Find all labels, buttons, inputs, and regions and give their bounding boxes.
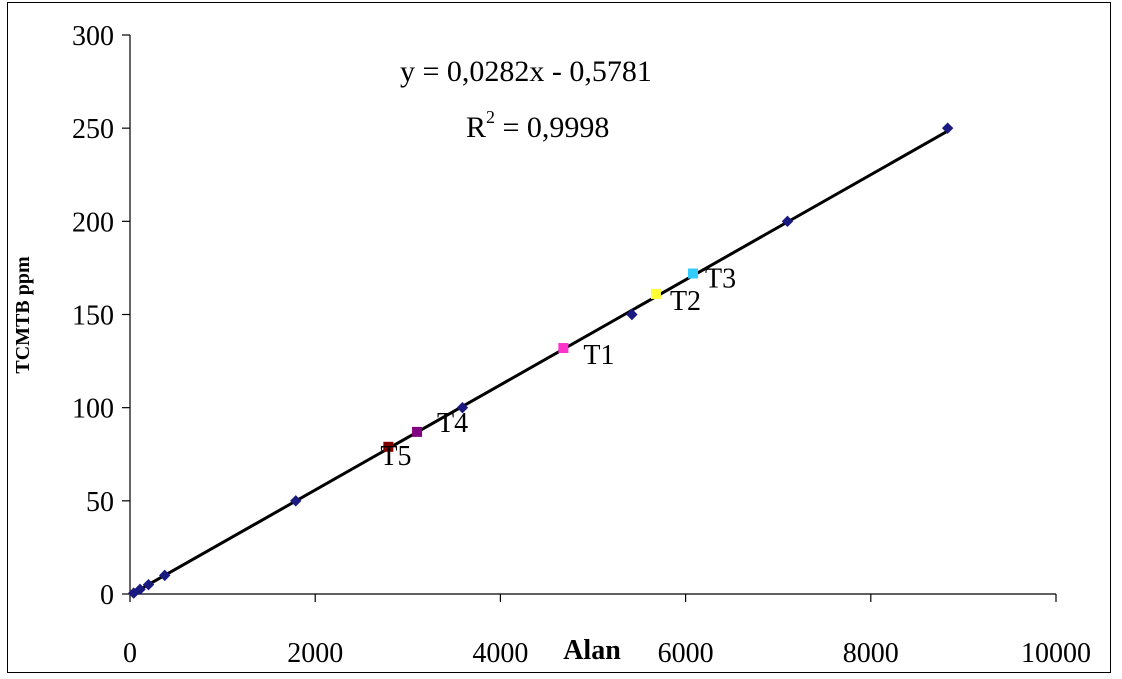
sample-point-t2 [650, 289, 661, 300]
x-tick-label: 4000 [472, 638, 528, 669]
data-point [290, 495, 302, 507]
r-squared-prefix: R [466, 111, 486, 144]
sample-label-t3: T3 [705, 264, 736, 295]
x-tick-label: 10000 [1021, 638, 1091, 669]
sample-point-t3 [688, 268, 699, 279]
y-tick-label: 50 [86, 487, 114, 518]
data-point [159, 569, 171, 582]
sample-label-t1: T1 [583, 340, 614, 371]
x-tick-label: 8000 [843, 638, 899, 669]
sample-label-t2: T2 [670, 286, 701, 317]
trendline [132, 129, 949, 595]
x-tick-label: 2000 [287, 638, 343, 669]
axes: 0 50 100 150 200 250 300 0 2000 4000 6000 8000 10000 [72, 21, 1091, 669]
sample-label-t4: T4 [437, 408, 468, 439]
y-tick-label: 300 [72, 21, 114, 52]
y-tick-label: 250 [72, 114, 114, 145]
y-tick-label: 200 [72, 207, 114, 238]
y-tick-label: 100 [72, 394, 114, 425]
sample-point-t5 [383, 441, 394, 452]
data-point [781, 215, 794, 228]
data-point [626, 308, 638, 321]
sample-point-t4 [412, 426, 423, 437]
sample-point-t1 [558, 343, 569, 354]
y-tick-label: 150 [72, 301, 114, 332]
x-tick-label: 0 [123, 638, 137, 669]
sample-label-t5: T5 [380, 441, 411, 472]
r-squared-exponent: 2 [486, 107, 495, 127]
x-axis-title: Alan [563, 635, 621, 666]
r-squared-text: R2 = 0,9998 [466, 107, 609, 144]
y-axis-title: TCMTB ppm [12, 256, 34, 374]
trendline-group [132, 129, 949, 595]
data-point [456, 401, 469, 414]
data-point [142, 578, 155, 591]
data-point [941, 122, 954, 134]
regression-equation: y = 0,0282x - 0,5781 [400, 55, 652, 88]
data-point [134, 583, 146, 596]
r-squared-value: = 0,9998 [495, 111, 609, 144]
x-tick-label: 6000 [658, 638, 714, 669]
points-group [127, 122, 954, 599]
y-tick-label: 0 [100, 580, 114, 611]
